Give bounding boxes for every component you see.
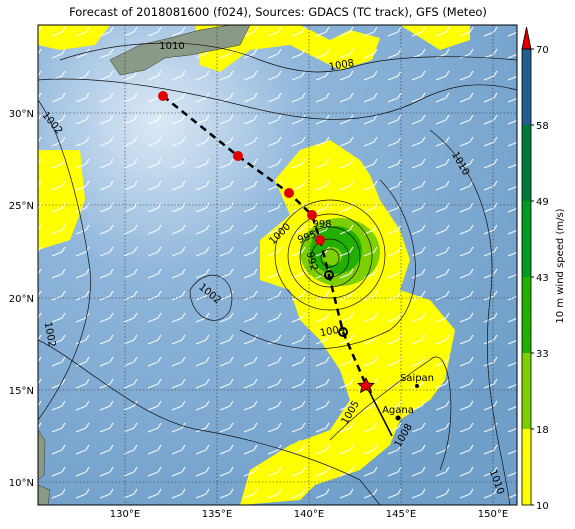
lon-label: 140°E (294, 509, 324, 520)
colorbar-label: 10 m wind speed (m/s) (555, 208, 566, 323)
isobar-label: 992 (304, 251, 320, 272)
colorbar-tick-label: 43 (536, 273, 549, 284)
colorbar-segment (522, 277, 531, 353)
colorbar-extend (521, 26, 532, 50)
lon-label: 135°E (202, 509, 232, 520)
lat-label: 10°N (9, 478, 34, 489)
isobar-label: 1004 (319, 324, 346, 339)
colorbar-segment (522, 201, 531, 277)
isobar-label: 1010 (159, 41, 184, 52)
colorbar-segment (522, 49, 531, 125)
lat-label: 20°N (9, 294, 34, 305)
track (158, 91, 419, 437)
colorbar-tick-label: 33 (536, 349, 549, 360)
isobar-label: 998 (312, 219, 331, 230)
colorbar-tick-label: 58 (536, 121, 549, 132)
isobar-label: 1002 (42, 321, 57, 348)
lon-label: 145°E (386, 509, 416, 520)
graticule (38, 25, 517, 505)
lon-label: 130°E (110, 509, 140, 520)
wind-barbs (38, 25, 517, 505)
colorbar-segment (522, 353, 531, 429)
lon-labels: 130°E 135°E 140°E 145°E 150°E (110, 509, 508, 520)
title: Forecast of 2018081600 (f024), Sources: … (69, 5, 487, 19)
lat-label: 30°N (9, 109, 34, 120)
colorbar-segment (522, 429, 531, 505)
map-frame (37, 24, 518, 506)
lon-label: 150°E (478, 509, 508, 520)
colorbar-tick-label: 18 (536, 425, 549, 436)
place-label: Saipan (400, 373, 434, 384)
place-label: Agana (382, 405, 414, 416)
colorbar-tick-label: 10 (536, 501, 549, 512)
lat-labels: 30°N 25°N 20°N 15°N 10°N (9, 109, 34, 489)
colorbar-tick-label: 70 (536, 45, 549, 56)
lat-label: 25°N (9, 201, 34, 212)
colorbar-tick-label: 49 (536, 197, 549, 208)
map-area: 1010 1008 1002 1010 1000 998 995 992 100… (38, 25, 517, 505)
isobars (38, 42, 517, 505)
lat-label: 15°N (9, 386, 34, 397)
colorbar: 10 18 33 43 49 58 70 (521, 26, 549, 512)
colorbar-segment (522, 125, 531, 201)
land (38, 25, 251, 505)
isobar-label: 1008 (328, 58, 355, 73)
